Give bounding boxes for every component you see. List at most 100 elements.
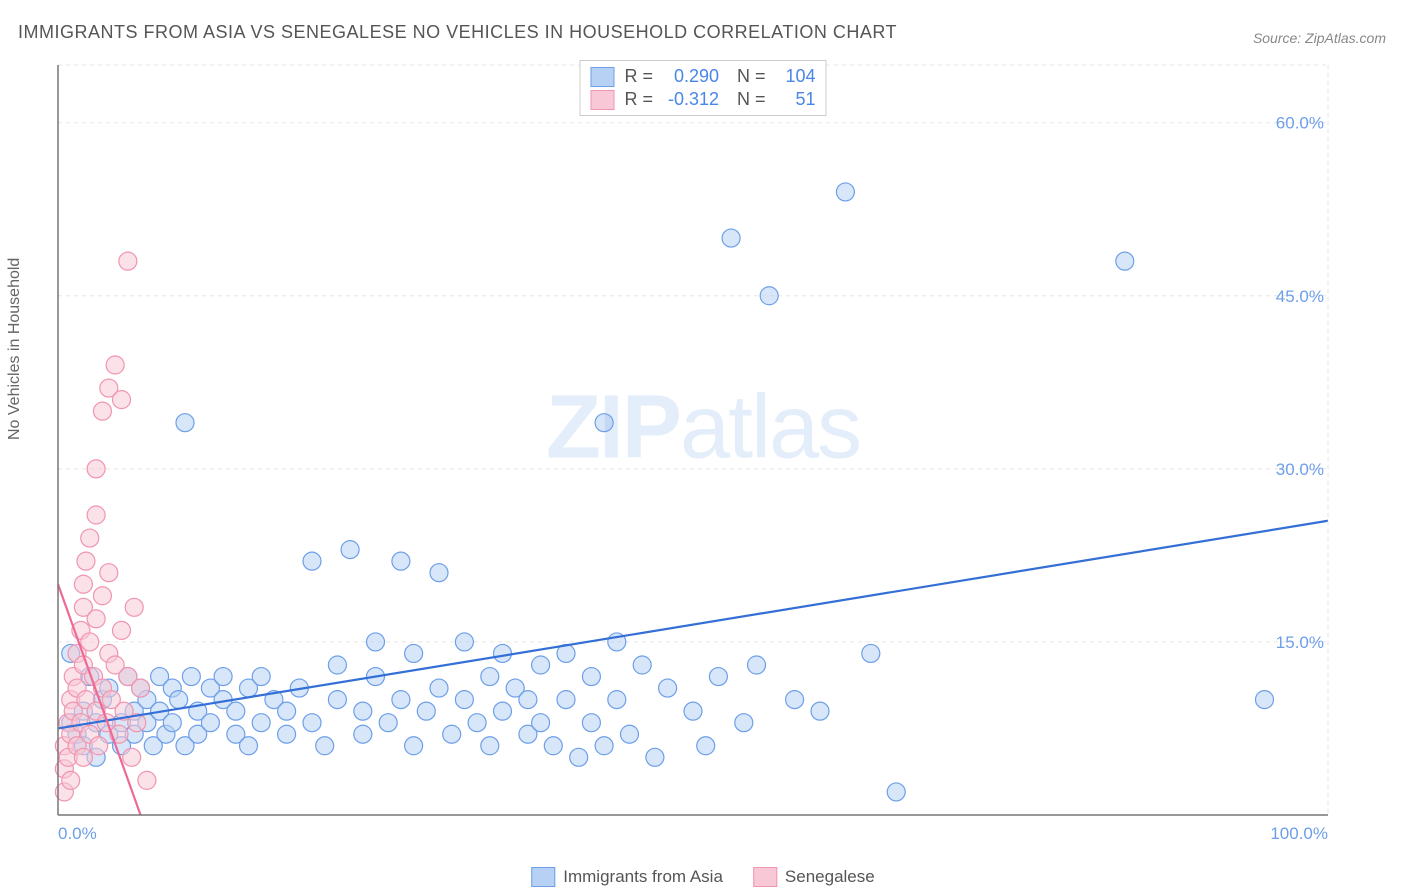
senegalese-point [113, 391, 131, 409]
asia-point [862, 644, 880, 662]
asia-point [392, 552, 410, 570]
asia-point [494, 644, 512, 662]
r-label: R = [624, 66, 653, 87]
scatter-chart: 15.0%30.0%45.0%60.0%0.0%100.0% [48, 55, 1358, 845]
legend-swatch [753, 867, 777, 887]
asia-point [646, 748, 664, 766]
asia-point [252, 714, 270, 732]
senegalese-point [138, 771, 156, 789]
asia-point [519, 691, 537, 709]
asia-point [468, 714, 486, 732]
asia-point [455, 633, 473, 651]
asia-point [170, 691, 188, 709]
senegalese-point [125, 598, 143, 616]
chart-title: IMMIGRANTS FROM ASIA VS SENEGALESE NO VE… [18, 22, 897, 43]
senegalese-point [132, 679, 150, 697]
correlation-legend: R =0.290N =104R =-0.312N =51 [579, 60, 826, 116]
source-value: ZipAtlas.com [1305, 30, 1386, 46]
asia-point [748, 656, 766, 674]
asia-point [582, 668, 600, 686]
asia-point [633, 656, 651, 674]
asia-point [392, 691, 410, 709]
senegalese-point [123, 748, 141, 766]
plot-area: 15.0%30.0%45.0%60.0%0.0%100.0% [48, 55, 1358, 845]
senegalese-point [87, 610, 105, 628]
asia-point [659, 679, 677, 697]
asia-point [405, 644, 423, 662]
asia-point [570, 748, 588, 766]
asia-point [557, 691, 575, 709]
asia-point [455, 691, 473, 709]
legend-label: Immigrants from Asia [563, 867, 723, 887]
asia-point [163, 714, 181, 732]
legend-item: Senegalese [753, 867, 875, 887]
r-value: -0.312 [663, 89, 719, 110]
asia-point [252, 668, 270, 686]
r-value: 0.290 [663, 66, 719, 87]
legend-label: Senegalese [785, 867, 875, 887]
asia-point [328, 656, 346, 674]
senegalese-point [100, 564, 118, 582]
asia-point [278, 702, 296, 720]
asia-point [417, 702, 435, 720]
legend-item: Immigrants from Asia [531, 867, 723, 887]
asia-point [836, 183, 854, 201]
asia-point [182, 668, 200, 686]
asia-point [494, 702, 512, 720]
legend-swatch [590, 67, 614, 87]
senegalese-point [62, 771, 80, 789]
y-tick-label: 60.0% [1276, 114, 1324, 133]
legend-row: R =-0.312N =51 [590, 88, 815, 111]
asia-point [278, 725, 296, 743]
senegalese-point [119, 252, 137, 270]
senegalese-point [77, 552, 95, 570]
asia-point [1116, 252, 1134, 270]
asia-point [595, 414, 613, 432]
asia-point [532, 656, 550, 674]
asia-point [760, 287, 778, 305]
senegalese-point [90, 737, 108, 755]
asia-trendline [58, 521, 1328, 729]
asia-point [608, 691, 626, 709]
senegalese-point [74, 748, 92, 766]
asia-point [582, 714, 600, 732]
senegalese-point [81, 529, 99, 547]
x-tick-label: 100.0% [1270, 824, 1328, 843]
asia-point [532, 714, 550, 732]
senegalese-point [74, 575, 92, 593]
n-value: 51 [776, 89, 816, 110]
asia-point [201, 714, 219, 732]
x-tick-label: 0.0% [58, 824, 97, 843]
asia-point [405, 737, 423, 755]
asia-point [887, 783, 905, 801]
asia-point [354, 725, 372, 743]
senegalese-point [93, 587, 111, 605]
y-axis-label: No Vehicles in Household [6, 258, 24, 440]
asia-point [214, 668, 232, 686]
senegalese-point [81, 633, 99, 651]
legend-swatch [590, 90, 614, 110]
asia-point [227, 702, 245, 720]
asia-point [1256, 691, 1274, 709]
y-tick-label: 15.0% [1276, 633, 1324, 652]
asia-point [430, 564, 448, 582]
asia-point [735, 714, 753, 732]
asia-point [481, 737, 499, 755]
senegalese-point [87, 506, 105, 524]
senegalese-point [93, 402, 111, 420]
asia-point [303, 552, 321, 570]
r-label: R = [624, 89, 653, 110]
y-tick-label: 45.0% [1276, 287, 1324, 306]
series-legend: Immigrants from Asia Senegalese [531, 867, 874, 887]
asia-point [176, 414, 194, 432]
asia-point [481, 668, 499, 686]
n-value: 104 [776, 66, 816, 87]
asia-point [697, 737, 715, 755]
asia-point [443, 725, 461, 743]
senegalese-point [106, 356, 124, 374]
asia-point [316, 737, 334, 755]
source-label: Source: [1253, 30, 1301, 46]
legend-swatch [531, 867, 555, 887]
asia-point [709, 668, 727, 686]
n-label: N = [737, 66, 766, 87]
